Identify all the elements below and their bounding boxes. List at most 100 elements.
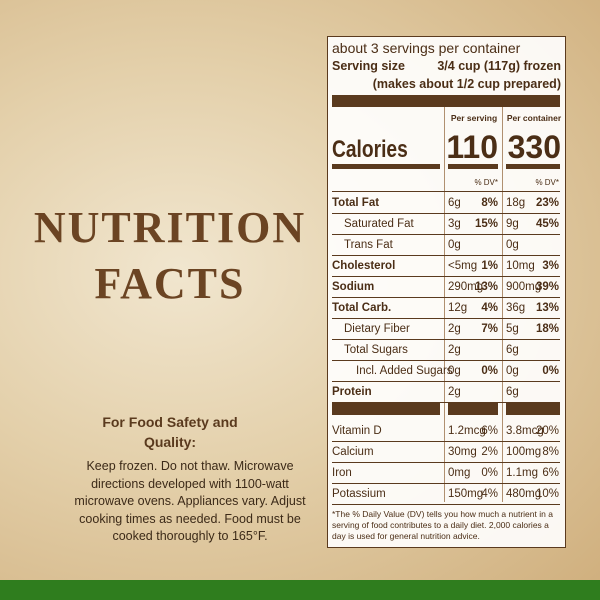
row-rule: [332, 297, 560, 298]
row-rule: [332, 339, 560, 340]
amount: 18g: [506, 197, 526, 209]
row-rule: [332, 381, 560, 382]
amount: 2g: [448, 386, 461, 398]
amount: 12g: [448, 302, 468, 314]
nutrient-name: Iron: [332, 467, 352, 479]
dv: 23%: [535, 197, 559, 209]
dv-header: % DV*: [535, 178, 559, 187]
thick-rule: [448, 164, 498, 169]
amount: 0g: [506, 239, 519, 251]
amount: 2g: [448, 323, 461, 335]
dv: 15%: [474, 218, 498, 230]
amount: 3g: [448, 218, 461, 230]
row-rule: [332, 191, 560, 192]
nutrient-name: Trans Fat: [344, 239, 393, 251]
thick-rule: [332, 403, 440, 415]
dv: 4%: [481, 302, 498, 314]
amount: 6g: [506, 344, 519, 356]
serving-size-note: (makes about 1/2 cup prepared): [372, 77, 561, 91]
amount: 10mg: [506, 260, 535, 272]
amount: 36g: [506, 302, 526, 314]
nutrient-name: Total Fat: [332, 197, 380, 209]
dv: 4%: [481, 488, 498, 500]
amount: 150mg: [448, 488, 484, 500]
row-rule: [332, 402, 560, 403]
dv: 20%: [535, 425, 559, 437]
row-rule: [332, 504, 560, 505]
row-rule: [332, 360, 560, 361]
nutrient-name: Total Carb.: [332, 302, 392, 314]
amount: 2g: [448, 344, 461, 356]
calories: 330: [507, 129, 561, 165]
row-rule: [332, 483, 560, 484]
thick-rule: [332, 164, 440, 169]
calories-label: Calories: [332, 136, 408, 163]
amount: 6g: [448, 197, 461, 209]
heading: NUTRITION FACTS: [33, 203, 307, 308]
amount: 3.8mcg: [506, 425, 544, 437]
amount: 0g: [448, 239, 461, 251]
dv: 13%: [535, 302, 559, 314]
amount: 5g: [506, 323, 519, 335]
dv: 8%: [542, 446, 559, 458]
amount: 0mg: [448, 467, 471, 479]
row-rule: [332, 255, 560, 256]
serving-size-label: Serving size: [332, 59, 405, 73]
row-rule: [332, 441, 560, 442]
nutrient-name: Sodium: [332, 281, 375, 293]
dv: 2%: [481, 446, 498, 458]
nutrient-name: Vitamin D: [332, 425, 382, 437]
dv: 10%: [535, 488, 559, 500]
dv-header: % DV*: [474, 178, 498, 187]
nutrient-name: Total Sugars: [344, 344, 408, 356]
dv: 7%: [481, 323, 498, 335]
col-header: Per serving: [450, 113, 498, 123]
footer-band: [0, 580, 600, 600]
dv: 6%: [481, 425, 498, 437]
dv: 0%: [481, 365, 498, 377]
nutrient-name: Cholesterol: [332, 260, 396, 272]
amount: 0g: [506, 365, 519, 377]
row-rule: [332, 234, 560, 235]
amount: 30mg: [448, 446, 477, 458]
amount: 6g: [506, 386, 519, 398]
safety-title: For Food Safety and Quality:: [102, 414, 238, 450]
row-rule: [332, 318, 560, 319]
col-header: Per container: [506, 113, 562, 123]
thick-rule: [506, 403, 560, 415]
amount: 1.2mcg: [448, 425, 486, 437]
col-sep: [444, 107, 445, 502]
dv: 13%: [474, 281, 498, 293]
row-rule: [332, 213, 560, 214]
dv: 8%: [481, 197, 498, 209]
servings: about 3 servings per container: [332, 40, 521, 56]
nutrient-name: Potassium: [332, 488, 386, 500]
dv: 0%: [481, 467, 498, 479]
footnote: *The % Daily Value (DV) tells you how mu…: [332, 509, 553, 541]
dv: 1%: [481, 260, 498, 272]
nutrient-name: Dietary Fiber: [344, 323, 410, 335]
serving-size: 3/4 cup (117g) frozen: [437, 59, 561, 73]
col-sep: [502, 107, 503, 502]
dv: 0%: [542, 365, 559, 377]
row-rule: [332, 462, 560, 463]
thick-rule: [448, 403, 498, 415]
calories: 110: [446, 129, 498, 165]
dv: 18%: [535, 323, 559, 335]
amount: 1.1mg: [506, 467, 538, 479]
dv: 39%: [535, 281, 559, 293]
safety-body: Keep frozen. Do not thaw. Microwave dire…: [74, 459, 306, 543]
dv: 6%: [542, 467, 559, 479]
nutrient-name: Protein: [332, 386, 372, 398]
amount: 900mg: [506, 281, 542, 293]
amount: 480mg: [506, 488, 542, 500]
nutrition-label: about 3 servings per container Serving si…: [327, 36, 566, 548]
dv: 3%: [542, 260, 559, 272]
amount: 0g: [448, 365, 461, 377]
amount: 9g: [506, 218, 519, 230]
amount: 100mg: [506, 446, 542, 458]
nutrient-name: Saturated Fat: [344, 218, 414, 230]
row-rule: [332, 276, 560, 277]
amount: 290mg: [448, 281, 484, 293]
